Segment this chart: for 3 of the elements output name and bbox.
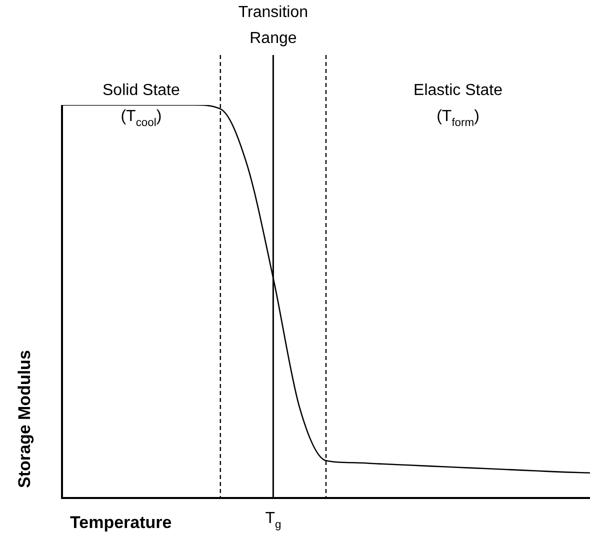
text: Transition Range — [238, 4, 308, 47]
x-axis-title: Temperature — [70, 513, 172, 532]
y-axis-title: Storage Modulus — [15, 350, 34, 488]
